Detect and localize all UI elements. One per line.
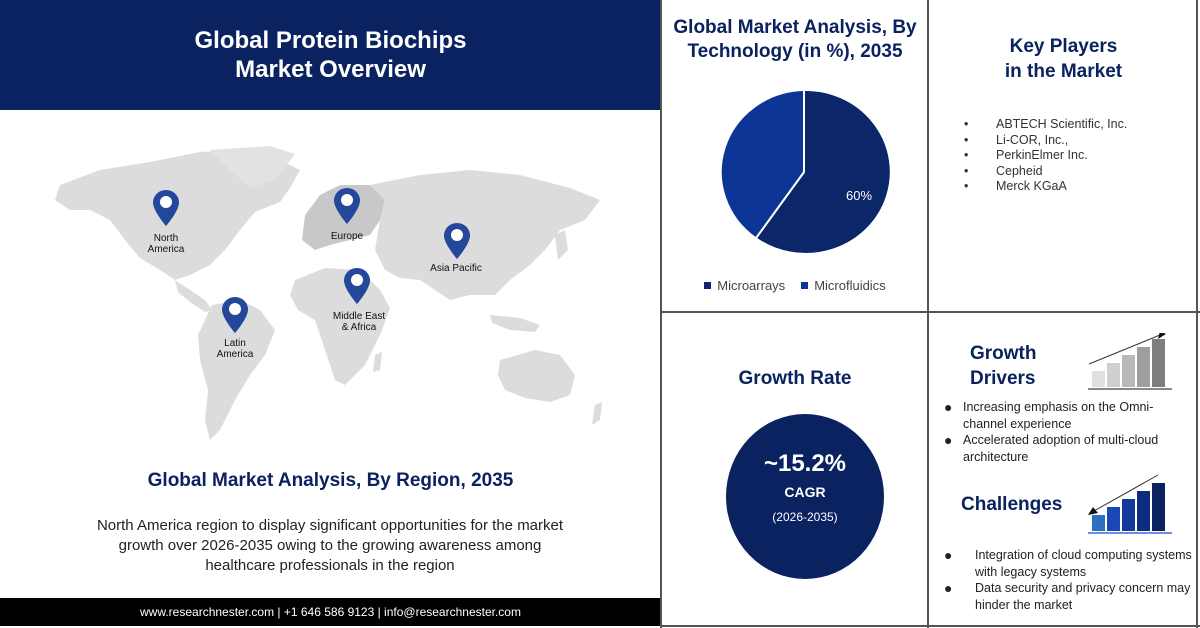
region-analysis-description: North America region to display signific… bbox=[96, 517, 564, 574]
legend-item-microarrays[interactable]: Microarrays bbox=[704, 278, 785, 293]
list-item: ● Integration of cloud computing systems … bbox=[944, 547, 1194, 580]
legend-label: Microfluidics bbox=[814, 278, 886, 293]
bullet-icon: • bbox=[964, 117, 969, 131]
technology-chart-panel: Global Market Analysis, By Technology (i… bbox=[662, 0, 928, 312]
bullet-icon: ● bbox=[944, 580, 953, 596]
cagr-badge: ~15.2% CAGR (2026-2035) bbox=[726, 414, 884, 579]
middle-east-africa-pin-icon[interactable] bbox=[344, 268, 370, 304]
pie-slice-microfluidics[interactable] bbox=[719, 90, 805, 240]
pie-legend: Microarrays Microfluidics bbox=[662, 278, 928, 293]
region-label-line: America bbox=[216, 349, 254, 360]
divider-vertical-right bbox=[927, 0, 929, 628]
technology-chart-title: Global Market Analysis, By Technology (i… bbox=[673, 17, 917, 62]
divider-vertical-main bbox=[660, 0, 662, 628]
header-banner: Global Protein Biochips Market Overview bbox=[0, 0, 661, 110]
bullet-icon: • bbox=[964, 148, 969, 162]
bullet-icon: • bbox=[964, 163, 969, 178]
key-players-panel: Key Players in the Market • ABTECH Scient… bbox=[930, 0, 1197, 312]
player-name: Merck KGaA bbox=[996, 179, 1067, 193]
world-map: North America Europe Asia Pacific Middle… bbox=[40, 140, 620, 450]
region-panel: Global Protein Biochips Market Overview bbox=[0, 0, 661, 628]
footer-bar: www.researchnester.com | +1 646 586 9123… bbox=[0, 598, 661, 626]
growth-drivers-title: Growth Drivers bbox=[970, 343, 1037, 389]
challenge-text: Data security and privacy concern may hi… bbox=[975, 581, 1191, 612]
player-name: PerkinElmer Inc. bbox=[996, 148, 1088, 162]
north-america-pin-icon[interactable] bbox=[153, 190, 179, 226]
list-item: • Merck KGaA bbox=[964, 179, 1127, 195]
divider-bottom-edge bbox=[660, 625, 1200, 627]
list-item: ● Increasing emphasis on the Omni-channel… bbox=[944, 399, 1189, 432]
bullet-icon: • bbox=[964, 132, 969, 147]
key-players-list: • ABTECH Scientific, Inc. • Li-COR, Inc., … bbox=[964, 117, 1127, 195]
cagr-label: CAGR bbox=[784, 484, 826, 500]
region-label-line: America bbox=[147, 244, 185, 255]
region-label-line: North bbox=[153, 233, 179, 244]
legend-label: Microarrays bbox=[717, 278, 786, 293]
growth-drivers-list: ● Increasing emphasis on the Omni-channel… bbox=[944, 399, 1189, 465]
list-item: ● Data security and privacy concern may h… bbox=[944, 580, 1194, 613]
drivers-challenges-panel: Growth Drivers ● Increasing emphasis on t… bbox=[930, 313, 1197, 628]
footer-contact-text: www.researchnester.com | +1 646 586 9123… bbox=[140, 605, 521, 619]
bullet-icon: ● bbox=[944, 399, 953, 415]
player-name: Cepheid bbox=[996, 163, 1043, 178]
cagr-value: ~15.2% bbox=[763, 450, 847, 477]
legend-item-microfluidics[interactable]: Microfluidics bbox=[801, 278, 886, 293]
challenges-list: ● Integration of cloud computing systems … bbox=[944, 547, 1194, 613]
growth-rate-title: Growth Rate bbox=[738, 368, 852, 389]
list-item: ● Accelerated adoption of multi-cloud arc… bbox=[944, 432, 1189, 465]
region-label-line: Latin bbox=[224, 338, 246, 349]
list-item: • Li-COR, Inc., bbox=[964, 133, 1127, 149]
challenges-title: Challenges bbox=[961, 494, 1063, 515]
key-players-title: Key Players in the Market bbox=[1004, 36, 1123, 82]
bullet-icon: • bbox=[964, 179, 969, 193]
region-label-line: Europe bbox=[330, 231, 364, 242]
driver-text: Increasing emphasis on the Omni-channel … bbox=[963, 400, 1154, 431]
bullet-icon: ● bbox=[944, 547, 953, 563]
latin-america-label: Latin America bbox=[185, 338, 285, 360]
north-america-label: North America bbox=[116, 233, 216, 255]
page-title: Global Protein Biochips Market Overview bbox=[194, 27, 467, 83]
pie-slice-microarrays[interactable] bbox=[754, 90, 892, 254]
region-label-line: Asia Pacific bbox=[430, 263, 482, 274]
legend-swatch-icon bbox=[704, 282, 712, 289]
cagr-period: (2026-2035) bbox=[772, 510, 838, 524]
growth-rate-panel: Growth Rate ~15.2% CAGR (2026-2035) bbox=[662, 313, 928, 628]
europe-pin-icon[interactable] bbox=[334, 188, 360, 224]
declining-bar-chart-icon bbox=[1088, 474, 1172, 534]
list-item: • PerkinElmer Inc. bbox=[964, 148, 1127, 164]
europe-label: Europe bbox=[297, 231, 397, 242]
asia-pacific-pin-icon[interactable] bbox=[444, 223, 470, 259]
pie-data-label: 60% bbox=[846, 188, 872, 203]
divider-horizontal bbox=[660, 311, 1200, 313]
challenge-text: Integration of cloud computing systems w… bbox=[975, 548, 1192, 579]
bullet-icon: ● bbox=[944, 432, 953, 448]
world-map-shape bbox=[55, 146, 602, 440]
legend-swatch-icon bbox=[801, 282, 809, 289]
asia-pacific-label: Asia Pacific bbox=[406, 263, 506, 274]
list-item: • ABTECH Scientific, Inc. bbox=[964, 117, 1127, 133]
rising-bar-chart-icon bbox=[1088, 333, 1172, 390]
middle-east-africa-label: Middle East & Africa bbox=[309, 311, 409, 333]
region-label-line: Middle East bbox=[332, 311, 386, 322]
divider-right-edge bbox=[1196, 0, 1198, 628]
player-name: Li-COR, Inc., bbox=[996, 132, 1069, 147]
region-analysis-title: Global Market Analysis, By Region, 2035 bbox=[147, 470, 514, 491]
list-item: • Cepheid bbox=[964, 164, 1127, 180]
latin-america-pin-icon[interactable] bbox=[222, 297, 248, 333]
player-name: ABTECH Scientific, Inc. bbox=[996, 117, 1128, 131]
technology-pie-chart: 60% bbox=[719, 90, 892, 254]
driver-text: Accelerated adoption of multi-cloud arch… bbox=[963, 433, 1159, 464]
region-label-line: & Africa bbox=[341, 322, 377, 333]
